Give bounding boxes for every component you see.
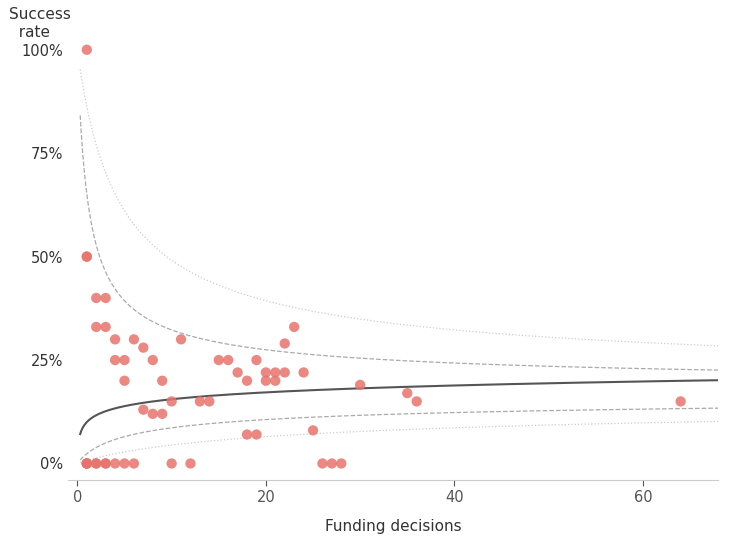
- Point: [194, 397, 206, 406]
- Point: [241, 430, 253, 439]
- Point: [260, 376, 272, 385]
- Point: [335, 459, 347, 468]
- Point: [100, 294, 112, 302]
- Y-axis label: Success
  rate: Success rate: [10, 7, 71, 40]
- Point: [251, 430, 262, 439]
- Point: [81, 459, 93, 468]
- Point: [90, 459, 102, 468]
- Point: [165, 397, 177, 406]
- Point: [81, 459, 93, 468]
- Point: [147, 409, 159, 418]
- Point: [270, 376, 282, 385]
- Point: [326, 459, 338, 468]
- Point: [137, 343, 149, 352]
- Point: [354, 380, 366, 389]
- Point: [241, 376, 253, 385]
- Point: [90, 294, 102, 302]
- Point: [222, 355, 234, 364]
- Point: [81, 252, 93, 261]
- Point: [411, 397, 423, 406]
- Point: [110, 355, 121, 364]
- Point: [128, 459, 140, 468]
- Point: [279, 339, 290, 348]
- Point: [118, 355, 130, 364]
- Point: [204, 397, 215, 406]
- Point: [110, 459, 121, 468]
- Point: [260, 368, 272, 377]
- Point: [175, 335, 187, 344]
- X-axis label: Funding decisions: Funding decisions: [325, 520, 462, 534]
- Point: [81, 459, 93, 468]
- Point: [90, 459, 102, 468]
- Point: [118, 459, 130, 468]
- Point: [81, 45, 93, 54]
- Point: [137, 406, 149, 414]
- Point: [288, 322, 300, 331]
- Point: [90, 322, 102, 331]
- Point: [401, 389, 413, 398]
- Point: [157, 376, 168, 385]
- Point: [298, 368, 309, 377]
- Point: [100, 459, 112, 468]
- Point: [128, 335, 140, 344]
- Point: [307, 426, 319, 435]
- Point: [251, 355, 262, 364]
- Point: [184, 459, 196, 468]
- Point: [147, 355, 159, 364]
- Point: [232, 368, 243, 377]
- Point: [100, 322, 112, 331]
- Point: [270, 368, 282, 377]
- Point: [81, 252, 93, 261]
- Point: [279, 368, 290, 377]
- Point: [100, 459, 112, 468]
- Point: [675, 397, 686, 406]
- Point: [81, 459, 93, 468]
- Point: [317, 459, 329, 468]
- Point: [118, 376, 130, 385]
- Point: [157, 409, 168, 418]
- Point: [110, 335, 121, 344]
- Point: [165, 459, 177, 468]
- Point: [213, 355, 225, 364]
